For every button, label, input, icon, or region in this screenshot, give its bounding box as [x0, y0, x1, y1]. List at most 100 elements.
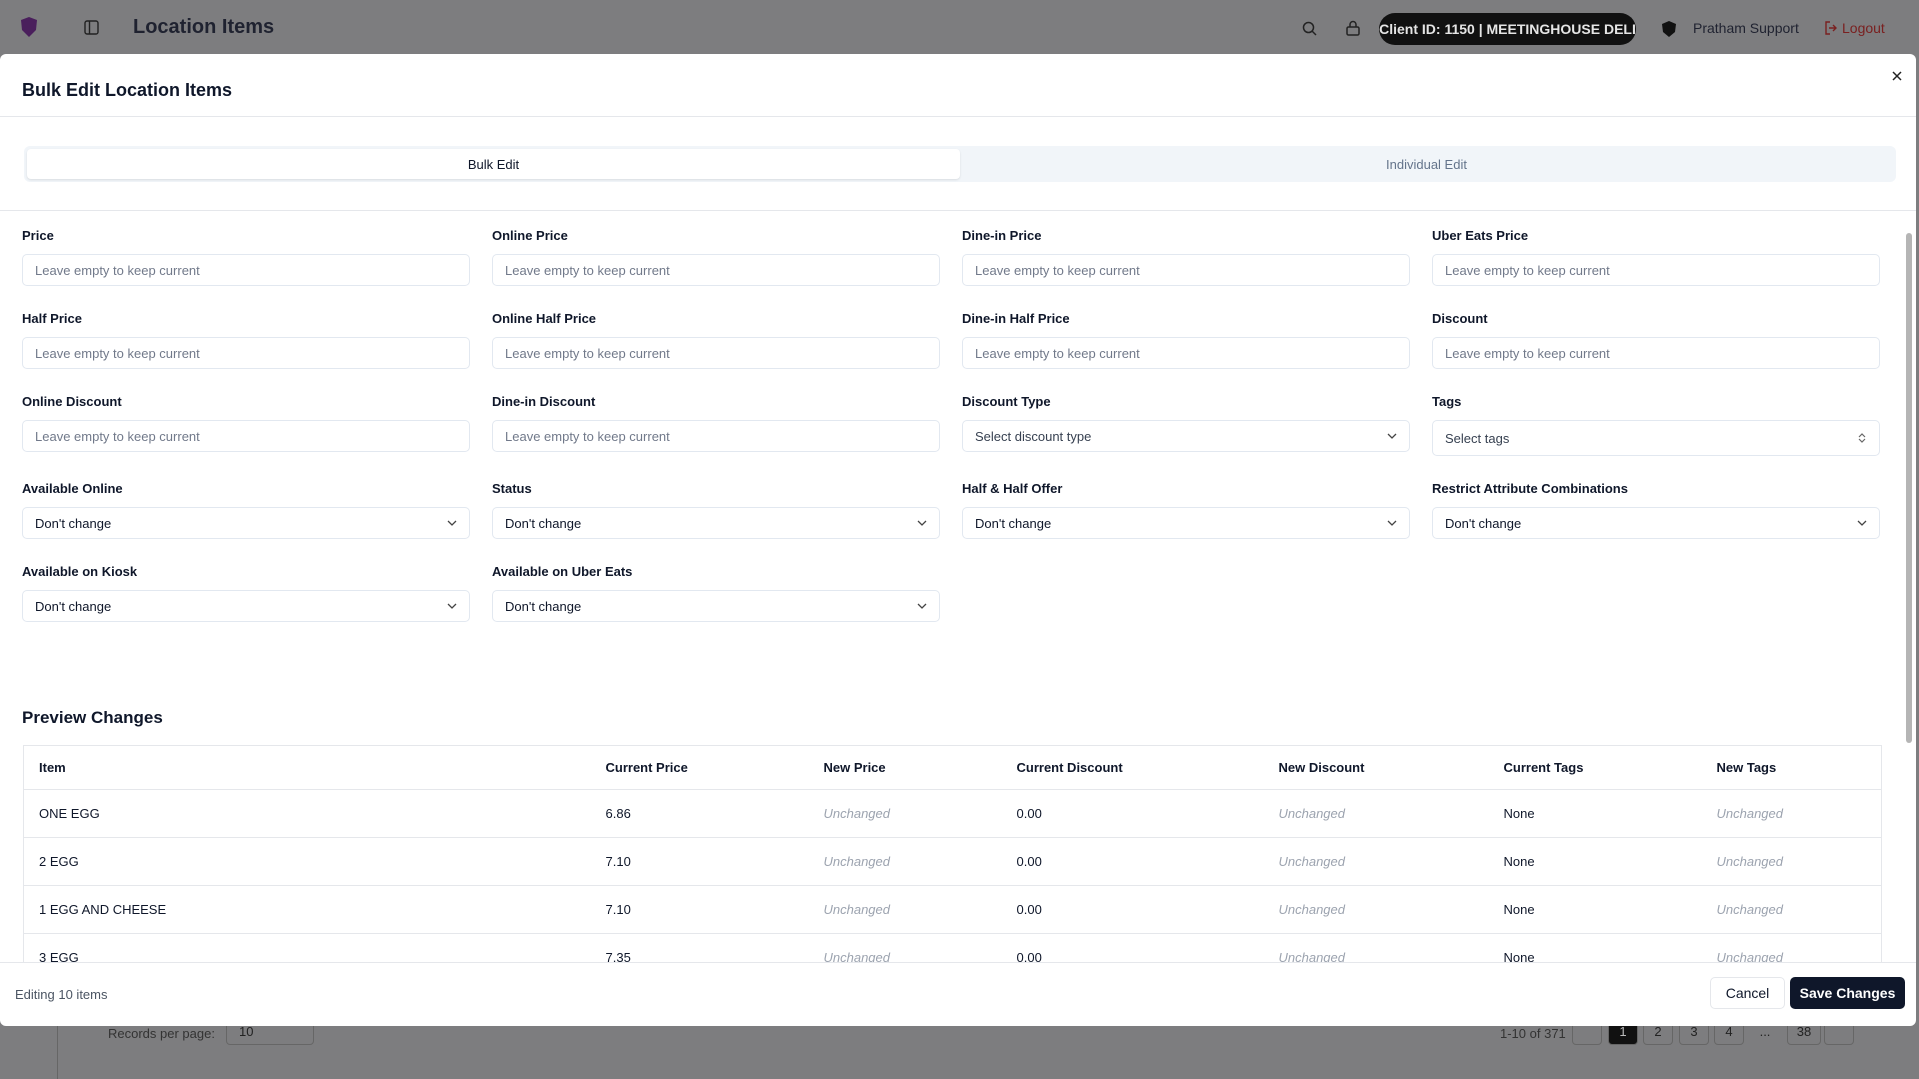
select[interactable]: Don't change [962, 507, 1410, 539]
form-field: Discount Leave empty to keep current [1432, 311, 1880, 369]
table-cell: Unchanged [1701, 885, 1882, 934]
select[interactable]: Select discount type [962, 420, 1410, 452]
form-field: Online Half Price Leave empty to keep cur… [492, 311, 940, 369]
table-cell: 0.00 [1001, 837, 1264, 886]
table-cell: None [1488, 837, 1702, 886]
text-input[interactable]: Leave empty to keep current [962, 337, 1410, 369]
form-field: Half & Half Offer Don't change [962, 481, 1410, 539]
field-label: Price [22, 228, 54, 243]
chevron [1857, 520, 1867, 526]
form-field: Uber Eats Price Leave empty to keep curre… [1432, 228, 1880, 286]
table-cell: Unchanged [808, 789, 1002, 838]
text-input[interactable]: Leave empty to keep current [22, 254, 470, 286]
table-cell: None [1488, 933, 1702, 962]
cancel-button[interactable]: Cancel [1710, 977, 1785, 1009]
sidebar-toggle[interactable] [84, 20, 99, 35]
field-label: Status [492, 481, 532, 496]
form-field: Online Price Leave empty to keep current [492, 228, 940, 286]
column-header: Item [23, 745, 591, 790]
close-button[interactable] [1891, 70, 1903, 82]
select-value: Don't change [35, 515, 112, 531]
tab[interactable]: Individual Edit [1386, 156, 1467, 172]
select[interactable]: Don't change [22, 507, 470, 539]
form-scroll: Price Leave empty to keep current Online P… [0, 211, 1916, 962]
logout-link[interactable]: Logout [1842, 20, 1885, 36]
form-field: Available on Kiosk Don't change [22, 564, 470, 622]
scrollbar[interactable] [1905, 221, 1913, 951]
text-input[interactable]: Leave empty to keep current [1432, 254, 1880, 286]
column-header: Current Discount [1001, 745, 1264, 790]
field-label: Online Discount [22, 394, 122, 409]
select[interactable]: Don't change [22, 590, 470, 622]
header: Location Items Client ID: 1150 | MEETING… [0, 0, 1919, 54]
select-value: Select discount type [975, 428, 1092, 444]
table-cell: 1 EGG AND CHEESE [23, 885, 591, 934]
select-value: Don't change [1445, 515, 1522, 531]
column-header: New Price [808, 745, 1002, 790]
table-row: 2 EGG 7.10 Unchanged 0.00 Unchanged None Uncha… [23, 837, 1882, 886]
page-title: Location Items [133, 15, 275, 38]
select-value: Don't change [35, 598, 112, 614]
text-input[interactable]: Leave empty to keep current [1432, 337, 1880, 369]
preview-title: Preview Changes [22, 708, 163, 727]
multi-select[interactable]: Select tags [1432, 420, 1880, 456]
text-input[interactable]: Leave empty to keep current [22, 337, 470, 369]
chevron [917, 603, 927, 609]
chevron [1387, 520, 1397, 526]
edit-status: Editing 10 items [15, 987, 108, 1002]
field-label: Online Price [492, 228, 568, 243]
text-input[interactable]: Leave empty to keep current [22, 420, 470, 452]
chevron [447, 603, 457, 609]
save-button[interactable]: Save Changes [1790, 977, 1905, 1009]
field-label: Tags [1432, 394, 1462, 409]
text-input[interactable]: Leave empty to keep current [492, 420, 940, 452]
chevron [447, 520, 457, 526]
scroll-thumb[interactable] [1906, 233, 1912, 743]
select[interactable]: Don't change [1432, 507, 1880, 539]
table-row: 1 EGG AND CHEESE 7.10 Unchanged 0.00 Unchang… [23, 885, 1882, 934]
search-icon[interactable] [1302, 21, 1317, 36]
table-row: ONE EGG 6.86 Unchanged 0.00 Unchanged None Unc… [23, 789, 1882, 838]
table-cell: 6.86 [590, 789, 809, 838]
form-field: Dine-in Discount Leave empty to keep curr… [492, 394, 940, 456]
client-badge[interactable]: Client ID: 1150 | MEETINGHOUSE DELI [1379, 13, 1636, 45]
table-cell: Unchanged [1263, 933, 1489, 962]
field-label: Uber Eats Price [1432, 228, 1529, 243]
tabs: Bulk Edit Individual Edit [24, 146, 1896, 182]
field-label: Available on Uber Eats [492, 564, 633, 579]
table-cell: 0.00 [1001, 933, 1264, 962]
chevron [1858, 433, 1866, 443]
logout-icon[interactable] [1824, 21, 1838, 35]
select[interactable]: Don't change [492, 590, 940, 622]
form-field: Dine-in Half Price Leave empty to keep cu… [962, 311, 1410, 369]
select[interactable]: Don't change [492, 507, 940, 539]
table-cell: Unchanged [1701, 837, 1882, 886]
text-input[interactable]: Leave empty to keep current [492, 337, 940, 369]
form-field: Dine-in Price Leave empty to keep current [962, 228, 1410, 286]
form-field: Available on Uber Eats Don't change [492, 564, 940, 622]
modal-title: Bulk Edit Location Items [22, 80, 233, 100]
page-button[interactable]: ... [1759, 1023, 1771, 1039]
field-label: Available Online [22, 481, 123, 496]
table-cell: Unchanged [808, 837, 1002, 886]
table-cell: Unchanged [1263, 885, 1489, 934]
header-row: Item Current Price New Price Current Discou… [23, 745, 1882, 790]
text-input[interactable]: Leave empty to keep current [962, 254, 1410, 286]
field-label: Discount Type [962, 394, 1051, 409]
table-cell: 7.10 [590, 837, 809, 886]
field-label: Dine-in Price [962, 228, 1042, 243]
text-input[interactable]: Leave empty to keep current [492, 254, 940, 286]
table-cell: Unchanged [1263, 837, 1489, 886]
form-field: Discount Type Select discount type [962, 394, 1410, 456]
form-field: Online Discount Leave empty to keep curre… [22, 394, 470, 456]
table-cell: 0.00 [1001, 885, 1264, 934]
select-value: Select tags [1445, 430, 1510, 446]
tab[interactable]: Bulk Edit [27, 149, 960, 179]
lock-icon[interactable] [1346, 20, 1360, 36]
bulk-edit-modal: Bulk Edit Location Items Bulk Edit Indiv… [0, 54, 1916, 1026]
field-label: Half Price [22, 311, 82, 326]
chevron [1387, 433, 1397, 439]
table-cell: 7.10 [590, 885, 809, 934]
form-field: Half Price Leave empty to keep current [22, 311, 470, 369]
